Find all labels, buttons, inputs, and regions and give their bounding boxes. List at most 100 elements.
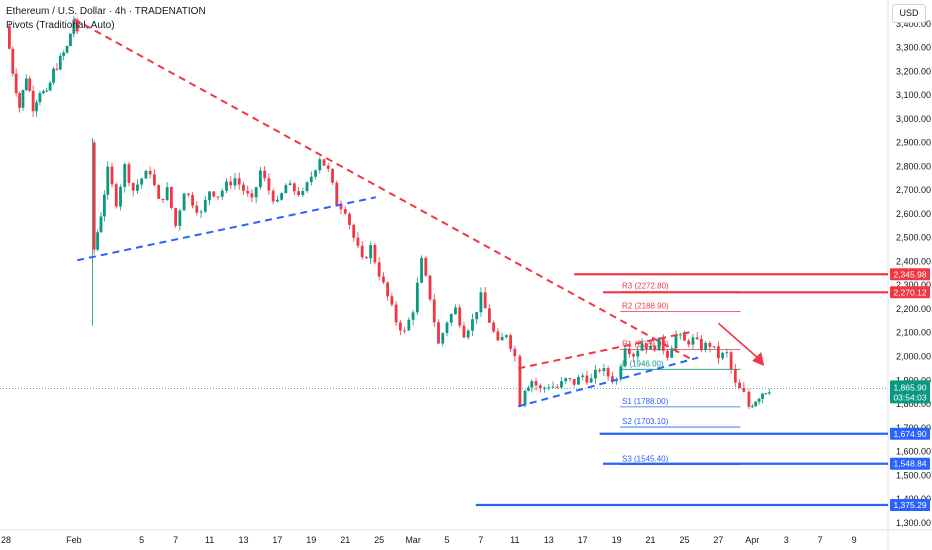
level-price-tag	[890, 268, 930, 281]
time-tick-label: 19	[306, 535, 316, 545]
candle-body	[670, 348, 674, 358]
candle-body	[14, 73, 18, 94]
candle-body	[28, 78, 32, 91]
candle-body	[102, 194, 106, 217]
candle-body	[733, 368, 737, 383]
candle-body	[182, 193, 186, 211]
candle-body	[581, 375, 585, 377]
level-price-tag	[890, 457, 930, 470]
price-tick-label: 3,200.00	[896, 66, 931, 76]
price-tick-label: 2,700.00	[896, 185, 931, 195]
candle-body	[560, 381, 563, 388]
candle-body	[441, 333, 445, 344]
candle-body	[555, 386, 559, 388]
time-tick-label: 27	[713, 535, 723, 545]
candle-body	[140, 178, 144, 185]
candle-body	[216, 196, 220, 198]
candle-body	[504, 335, 508, 337]
current-price-label: 1,865.90	[893, 382, 926, 392]
candle-body	[178, 210, 182, 226]
candle-body	[538, 385, 542, 389]
bar-countdown-label: 03:54:03	[893, 392, 926, 402]
price-tick-label: 2,000.00	[896, 352, 931, 362]
candle-body	[331, 168, 334, 183]
candle-body	[284, 185, 288, 194]
time-tick-label: 13	[544, 535, 554, 545]
time-tick-label: 17	[272, 535, 282, 545]
price-tick-label: 1,300.00	[896, 518, 931, 528]
candle-body	[420, 257, 423, 283]
candle-body	[721, 352, 725, 359]
candle-body	[305, 182, 309, 192]
candle-body	[110, 166, 114, 185]
candle-body	[297, 191, 300, 196]
candle-body	[318, 159, 322, 171]
level-price-tag	[890, 427, 930, 440]
candle-body	[119, 186, 122, 207]
time-tick-label: 7	[478, 535, 483, 545]
price-tick-label: 2,500.00	[896, 233, 931, 243]
symbol-title: Ethereum / U.S. Dollar · 4h · TRADENATIO…	[6, 6, 206, 17]
candle-body	[144, 170, 148, 179]
price-tick-label: 3,300.00	[896, 43, 931, 53]
candle-body	[220, 190, 224, 197]
candle-body	[381, 276, 385, 283]
candle-body	[335, 182, 339, 205]
candle-body	[292, 183, 296, 192]
level-price-label: 1,548.84	[893, 459, 926, 469]
time-tick-label: 11	[510, 535, 519, 545]
candle-body	[674, 334, 678, 349]
candle-body	[454, 307, 457, 315]
candle-body	[237, 178, 241, 185]
indicator-name: Pivots (Traditional, Auto)	[6, 20, 115, 31]
time-tick-label: 7	[173, 535, 178, 545]
candle-body	[678, 334, 682, 336]
price-tick-label: 3,100.00	[896, 90, 931, 100]
candle-body	[483, 292, 487, 309]
candle-body	[767, 392, 771, 394]
currency-button[interactable]: USD	[892, 4, 926, 23]
candle-body	[65, 46, 69, 53]
candle-body	[62, 52, 66, 56]
candle-body	[683, 334, 686, 341]
time-tick-label: Feb	[66, 535, 82, 545]
candle-body	[186, 193, 190, 195]
candle-body	[754, 401, 758, 407]
candle-body	[653, 345, 657, 351]
candle-body	[48, 82, 52, 91]
price-tick-label: 2,100.00	[896, 328, 931, 338]
candle-body	[259, 170, 262, 188]
candle-body	[432, 299, 436, 323]
candle-body	[96, 232, 99, 250]
candle-body	[640, 343, 644, 351]
candle-body	[530, 381, 534, 388]
candle-body	[301, 191, 305, 196]
candle-body	[203, 199, 207, 212]
candle-body	[386, 282, 390, 297]
level-price-label: 1,674.90	[893, 429, 926, 439]
candle-body	[165, 186, 169, 201]
candle-body	[764, 393, 768, 395]
candle-body	[271, 190, 275, 202]
candle-body	[123, 164, 127, 187]
candle-body	[623, 348, 627, 367]
candle-body	[208, 191, 211, 200]
time-tick-label: 17	[578, 535, 588, 545]
candle-body	[523, 390, 527, 406]
candle-body	[157, 185, 161, 199]
candle-body	[500, 336, 504, 341]
candle-body	[195, 205, 199, 213]
candle-body	[761, 393, 764, 399]
price-tick-label: 3,000.00	[896, 114, 931, 124]
time-tick-label: 5	[444, 535, 449, 545]
candle-body	[131, 182, 135, 191]
time-tick-label: 5	[139, 535, 144, 545]
time-tick-label: 21	[646, 535, 656, 545]
time-tick-label: 11	[205, 535, 214, 545]
candle-body	[750, 406, 754, 408]
candle-body	[41, 91, 45, 94]
candle-body	[585, 375, 589, 383]
candle-body	[691, 337, 695, 345]
candle-body	[45, 90, 49, 92]
